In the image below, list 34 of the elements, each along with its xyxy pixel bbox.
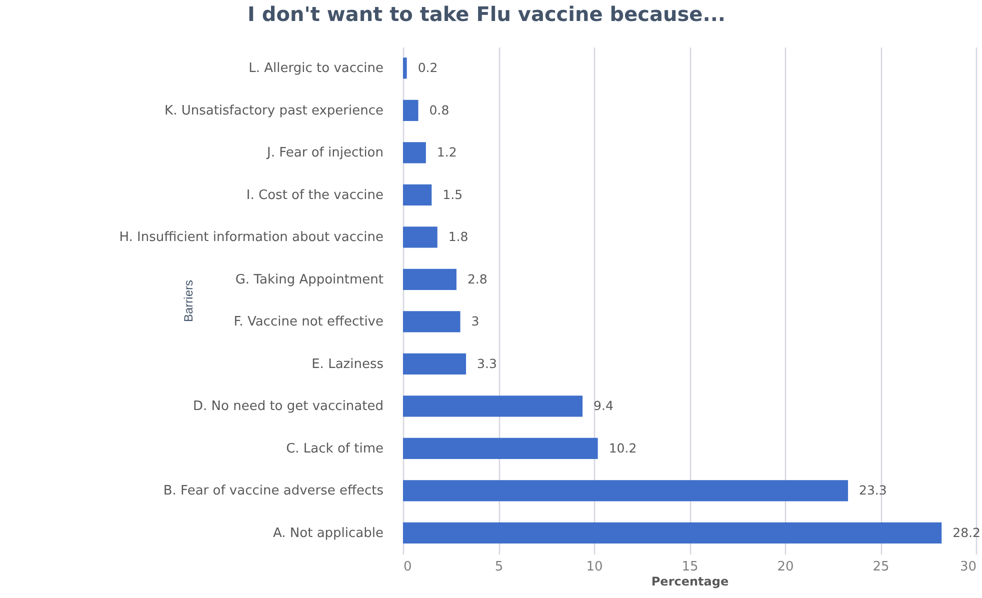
x-tick-label: 20 — [777, 560, 794, 574]
x-axis-title: Percentage — [651, 574, 729, 588]
data-label: 9.4 — [594, 398, 614, 414]
y-tick-label: H. Insufficient information about vaccine — [119, 230, 384, 246]
y-tick-label: E. Laziness — [312, 356, 384, 372]
x-tick-label: 30 — [960, 560, 976, 574]
x-tick-label: 0 — [404, 560, 412, 574]
y-tick-label: L. Allergic to vaccine — [248, 61, 384, 76]
data-label: 0.8 — [429, 102, 450, 118]
data-label: 3.3 — [477, 356, 497, 371]
data-label: 10.2 — [608, 440, 637, 456]
y-tick-label: J. Fear of injection — [266, 146, 384, 161]
data-label: 1.2 — [436, 144, 457, 160]
y-tick-label: G. Taking Appointment — [235, 272, 384, 288]
data-label: 23.3 — [859, 482, 887, 498]
y-axis-title: Barriers — [182, 280, 196, 322]
y-tick-label: D. No need to get vaccinated — [193, 399, 384, 414]
y-tick-label: I. Cost of the vaccine — [246, 188, 384, 203]
y-tick-label: A. Not applicable — [272, 526, 384, 541]
data-label: 28.2 — [952, 524, 980, 540]
chart-title: I don't want to take Flu vaccine because... — [247, 2, 726, 26]
x-tick-label: 15 — [682, 560, 698, 574]
y-tick-label: K. Unsatisfactory past experience — [164, 103, 384, 118]
data-label: 2.8 — [467, 271, 488, 286]
data-label: 1.5 — [442, 186, 463, 202]
x-tick-label: 5 — [494, 560, 504, 574]
x-tick-label: 10 — [586, 560, 603, 574]
data-label: 0.2 — [418, 60, 438, 76]
data-label: 1.8 — [448, 229, 468, 244]
y-tick-label: F. Vaccine not effective — [234, 314, 384, 330]
y-tick-label: B. Fear of vaccine adverse effects — [163, 484, 384, 499]
y-tick-label: C. Lack of time — [286, 441, 384, 456]
x-tick-label: 25 — [872, 560, 890, 574]
data-label: 3 — [471, 314, 480, 329]
